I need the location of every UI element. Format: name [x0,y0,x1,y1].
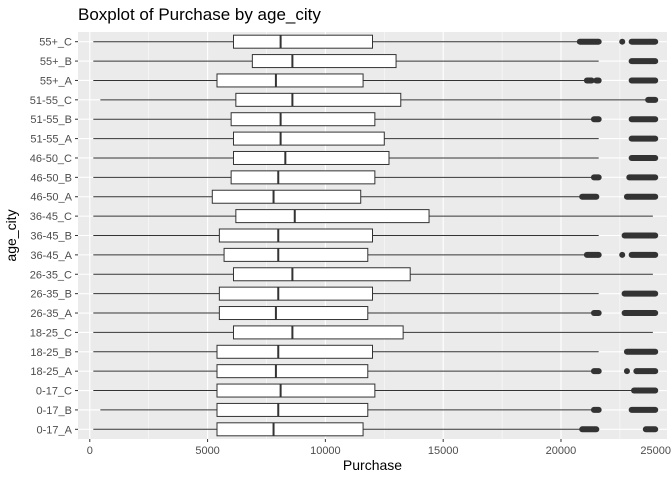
box-0-17_A [93,422,659,437]
box-36-45_C [93,209,653,224]
box-iqr [216,402,369,417]
box-iqr [223,247,369,262]
y-tick-label: 46-50_B [30,172,72,184]
x-tick-label: 5000 [195,445,219,457]
x-tick-label: 15000 [428,445,459,457]
box-26-35_C [93,267,653,282]
box-55+_B [93,54,659,69]
y-tick-label: 0-17_A [37,424,73,436]
y-tick-label: 18-25_C [30,327,72,339]
y-tick-label: 55+_B [40,56,72,68]
box-iqr [232,150,390,165]
box-55+_C [93,34,659,49]
x-tick-label: 0 [87,445,93,457]
y-tick-label: 0-17_B [37,405,72,417]
box-18-25_C [93,325,653,340]
box-36-45_A [93,247,659,262]
y-tick-label: 26-35_A [30,308,72,320]
box-iqr [216,364,369,379]
box-iqr [232,34,373,49]
box-46-50_A [93,189,659,204]
x-tick-label: 20000 [546,445,577,457]
y-tick-label: 26-35_B [30,289,72,301]
box-0-17_C [93,383,659,398]
box-46-50_C [93,150,659,165]
x-tick-label: 10000 [310,445,341,457]
x-axis-title: Purchase [343,457,402,473]
box-iqr [232,267,411,282]
y-tick-label: 18-25_A [30,366,72,378]
box-55+_A [93,73,659,88]
box-iqr [230,112,376,127]
box-iqr [232,131,385,146]
y-tick-labels: 0-17_A 0-17_B 0-17_C 18-25_A 18-25_B 18-25_C 2… [30,37,78,436]
box-iqr [216,383,376,398]
box-iqr [232,325,404,340]
y-tick-label: 36-45_C [30,211,72,223]
box-iqr [218,306,369,321]
box-iqr [218,228,373,243]
box-18-25_B [93,344,659,359]
box-iqr [211,189,362,204]
box-iqr [216,422,364,437]
y-tick-label: 26-35_C [30,269,72,281]
y-tick-label: 51-55_B [30,114,72,126]
box-36-45_B [93,228,659,243]
box-iqr [230,170,376,185]
boxes-layer [93,34,659,437]
box-51-55_B [93,112,659,127]
x-tick-label: 25000 [640,445,671,457]
box-26-35_A [93,306,659,321]
box-iqr [235,92,402,107]
box-26-35_B [93,286,659,301]
y-axis-title: age_city [3,209,19,261]
box-0-17_B [100,402,659,417]
y-tick-label: 46-50_C [30,153,72,165]
y-tick-label: 55+_A [40,75,73,87]
y-tick-label: 55+_C [39,37,72,49]
y-tick-label: 46-50_A [30,192,72,204]
box-51-55_A [93,131,659,146]
y-tick-label: 51-55_A [30,134,72,146]
box-46-50_B [93,170,659,185]
outlier-point [619,251,626,258]
outlier-point [619,38,626,45]
y-tick-label: 51-55_C [30,95,72,107]
y-tick-label: 36-45_A [30,250,72,262]
outlier-point [623,368,630,375]
box-iqr [235,209,430,224]
box-iqr [218,286,373,301]
box-iqr [216,344,373,359]
box-18-25_A [93,364,659,379]
chart-title: Boxplot of Purchase by age_city [78,5,321,24]
y-tick-label: 18-25_B [30,347,72,359]
y-tick-label: 36-45_B [30,231,72,243]
box-iqr [216,73,364,88]
box-51-55_C [100,92,659,107]
box-iqr [251,54,397,69]
y-tick-label: 0-17_C [36,386,72,398]
x-tick-labels: 0 5000 10000 15000 20000 25000 [87,439,671,457]
